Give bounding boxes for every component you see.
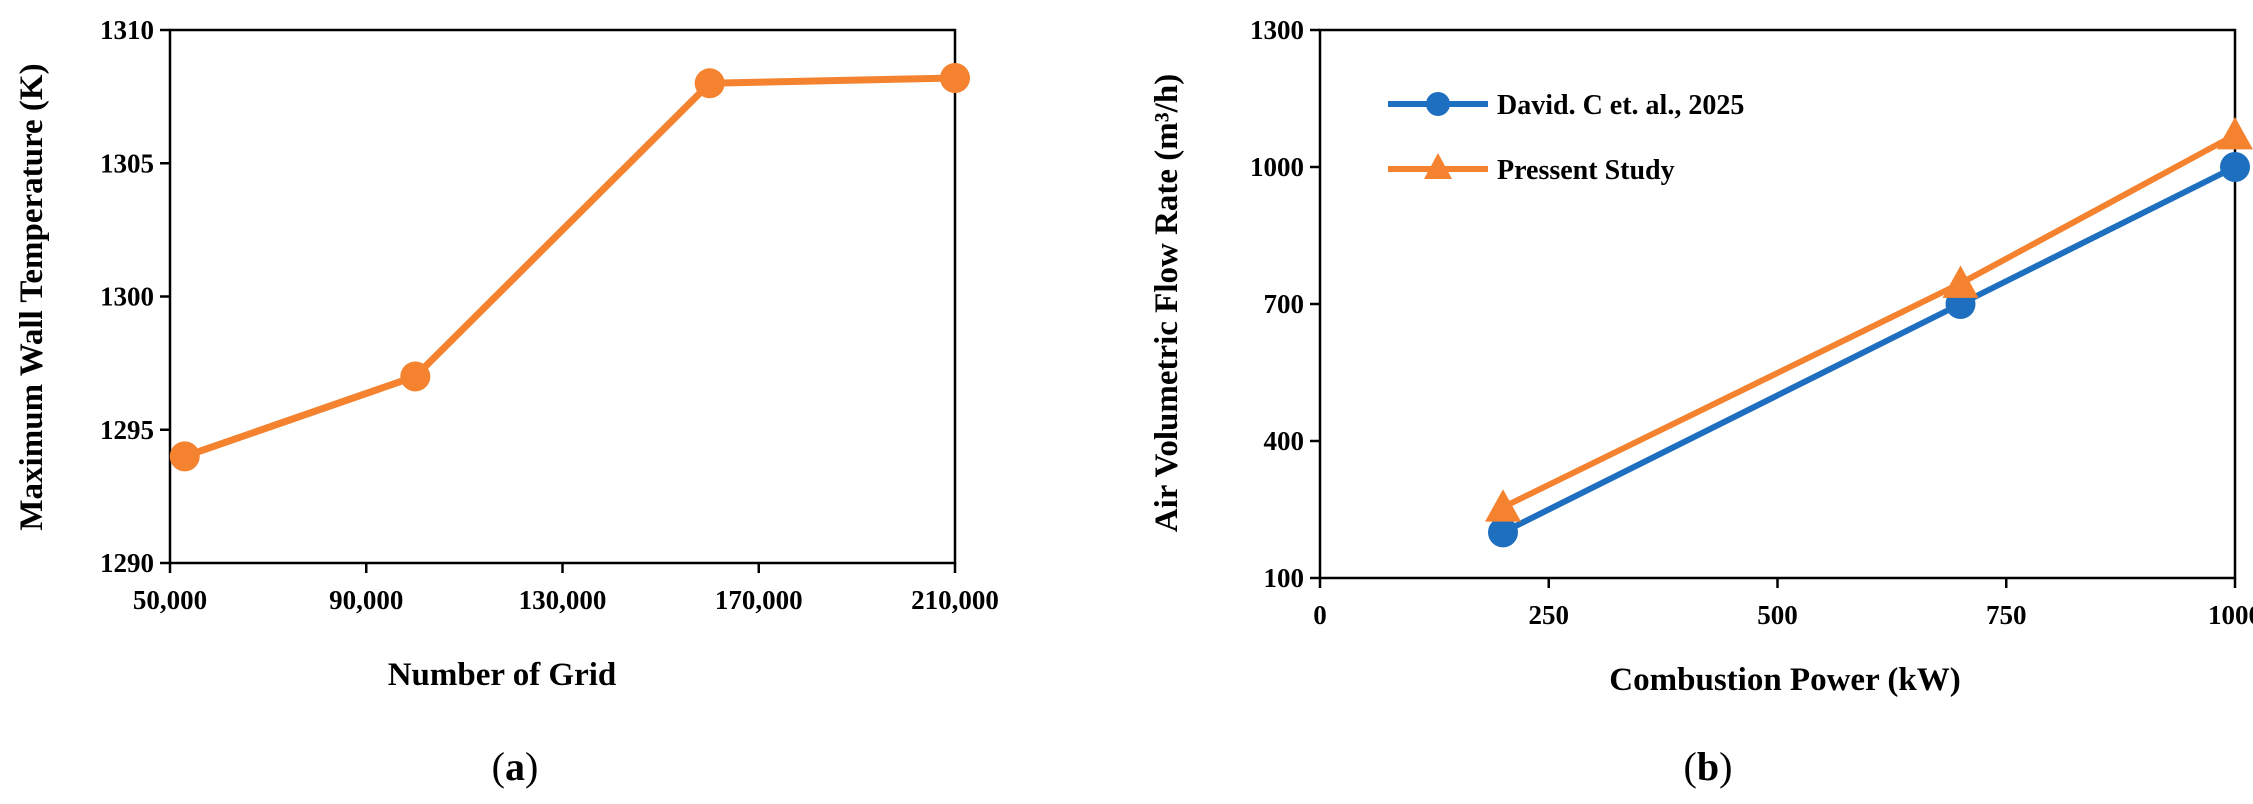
y-tick-label-b: 1300 — [1250, 15, 1304, 45]
legend-marker-series-2 — [1424, 153, 1452, 179]
panel-label-b: (b) — [1684, 744, 1733, 789]
data-point-b-1 — [2220, 152, 2250, 182]
y-tick-label-a: 1295 — [100, 415, 154, 445]
x-tick-label-b: 0 — [1313, 600, 1327, 630]
x-tick-label-a: 130,000 — [519, 585, 607, 615]
y-axis-title-a: Maximum Wall Temperature (K) — [14, 63, 50, 530]
series-line-b-2 — [1500, 132, 2238, 511]
data-point-b-2 — [1942, 265, 1979, 298]
plot-area-frame-a — [168, 28, 957, 565]
data-point-a-1 — [940, 62, 970, 93]
x-tick-label-b: 250 — [1529, 600, 1570, 630]
x-tick-label-b: 1000 — [2208, 600, 2253, 630]
legend-b: David. C et. al., 2025 Pressent Study — [1388, 90, 1744, 186]
y-tick-label-b: 100 — [1264, 563, 1305, 593]
y-tick-label-a: 1310 — [100, 15, 154, 45]
panel-label-b-letter: b — [1697, 744, 1719, 789]
y-tick-label-a: 1290 — [100, 548, 154, 578]
x-axis-title-a: Number of Grid — [388, 657, 617, 693]
x-axis-title-b: Combustion Power (kW) — [1609, 662, 1960, 698]
panel-label-a: (a) — [492, 744, 539, 789]
chart-panel-b: 100 400 700 1000 1300 0 250 500 750 1000 David. … — [1149, 15, 2253, 789]
data-point-a-1 — [694, 68, 725, 99]
legend-marker-series-1 — [1426, 92, 1450, 116]
x-tick-label-a: 90,000 — [329, 585, 403, 615]
legend-label-series-2: Pressent Study — [1497, 155, 1675, 186]
plot-area-frame-b — [1318, 28, 2237, 580]
data-point-b-1 — [1488, 517, 1518, 548]
x-tick-label-b: 500 — [1757, 600, 1798, 630]
y-tick-label-a: 1305 — [100, 148, 154, 178]
x-tick-label-a: 50,000 — [133, 585, 207, 615]
panel-label-b-open: ( — [1684, 744, 1697, 789]
x-tick-label-a: 210,000 — [911, 585, 999, 615]
data-point-b-2 — [2217, 117, 2253, 150]
data-point-a-1 — [400, 361, 431, 392]
series-line-b-1 — [1500, 164, 2238, 536]
panel-label-a-open: ( — [492, 744, 505, 789]
panel-label-b-close: ) — [1719, 744, 1732, 789]
y-tick-label-a: 1300 — [100, 282, 154, 312]
series-line-a-1 — [181, 74, 959, 460]
data-point-b-2 — [1485, 489, 1521, 522]
x-tick-label-a: 170,000 — [715, 585, 803, 615]
y-tick-label-b: 400 — [1264, 426, 1305, 456]
panel-label-a-letter: a — [505, 744, 525, 789]
legend-label-series-1: David. C et. al., 2025 — [1497, 90, 1744, 121]
y-tick-label-b: 1000 — [1250, 152, 1304, 182]
x-tick-label-b: 750 — [1986, 600, 2027, 630]
y-tick-label-b: 700 — [1264, 289, 1305, 319]
panel-label-a-close: ) — [525, 744, 538, 789]
chart-panel-a: 1290 1295 1300 1305 1310 50,000 90,000 130,000… — [14, 15, 999, 789]
y-axis-title-b: Air Volumetric Flow Rate (m³/h) — [1149, 74, 1185, 532]
data-point-a-1 — [169, 441, 200, 472]
